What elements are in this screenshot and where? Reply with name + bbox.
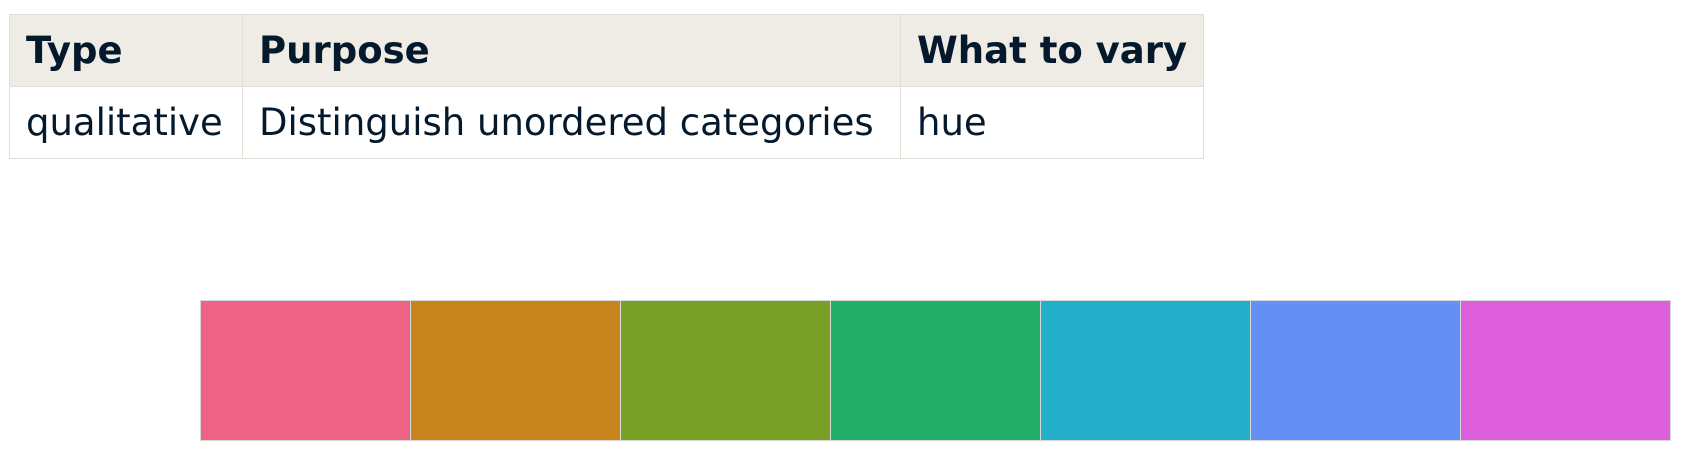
color-swatch xyxy=(830,300,1041,441)
color-swatch xyxy=(410,300,621,441)
table-header: Type Purpose What to vary xyxy=(9,14,1205,87)
table-header-row: Type Purpose What to vary xyxy=(9,14,1205,87)
header-type: Type xyxy=(9,14,243,87)
cell-type: qualitative xyxy=(9,86,243,159)
header-purpose: Purpose xyxy=(242,14,901,87)
color-swatch-strip xyxy=(200,300,1671,441)
cell-purpose: Distinguish unordered categories xyxy=(242,86,901,159)
palette-type-table: Type Purpose What to vary qualitative Di… xyxy=(9,14,1205,159)
color-swatch xyxy=(200,300,411,441)
color-swatch xyxy=(1250,300,1461,441)
color-swatch xyxy=(1460,300,1671,441)
table-row: qualitative Distinguish unordered catego… xyxy=(9,86,1205,159)
cell-what-to-vary: hue xyxy=(899,86,1205,159)
color-swatch xyxy=(1040,300,1251,441)
header-what-to-vary: What to vary xyxy=(899,14,1205,87)
table-body: qualitative Distinguish unordered catego… xyxy=(9,86,1205,159)
color-swatch xyxy=(620,300,831,441)
